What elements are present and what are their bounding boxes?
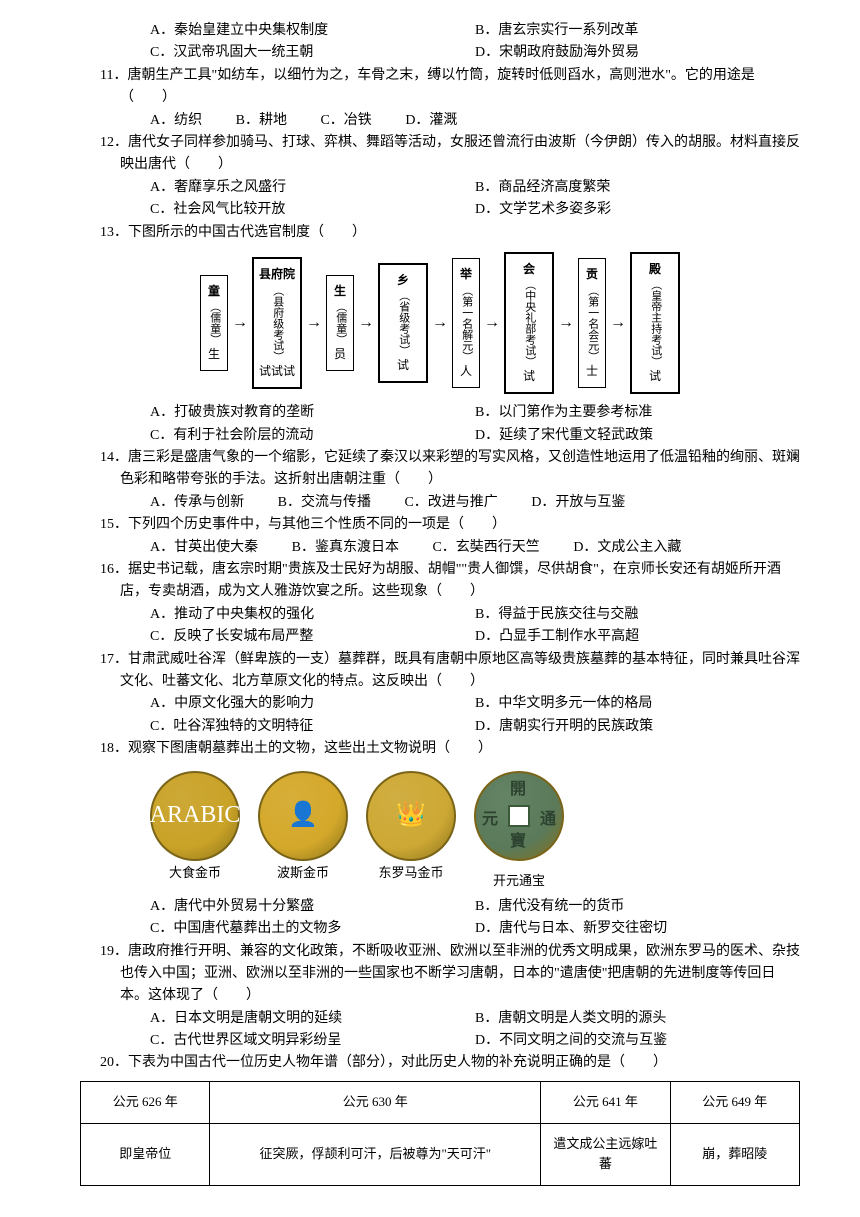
diagram-box-0: 童（儒童）生 (200, 275, 228, 371)
diagram-box-3: 乡（省级考试）试 (378, 263, 428, 383)
q12-d[interactable]: D．文学艺术多姿多彩 (475, 199, 800, 221)
q16-d[interactable]: D．凸显手工制作水平高超 (475, 626, 800, 648)
q20-r1: 征突厥，俘颉利可汗，后被尊为"天可汗" (210, 1123, 541, 1186)
diagram-box-2: 生（儒童）员 (326, 275, 354, 371)
q11-a[interactable]: A．纺织 (150, 110, 202, 132)
opt-pre-a[interactable]: A．秦始皇建立中央集权制度 (150, 20, 475, 42)
q20-h2: 公元 641 年 (541, 1081, 670, 1123)
q16-stem: 16．据史书记载，唐玄宗时期"贵族及士民好为胡服、胡帽""贵人御馔，尽供胡食"，… (100, 559, 800, 604)
q15-stem: 15．下列四个历史事件中，与其他三个性质不同的一项是（ ） (100, 514, 800, 536)
q18-c[interactable]: C．中国唐代墓葬出土的文物多 (150, 918, 475, 940)
q20-h3: 公元 649 年 (670, 1081, 799, 1123)
q11-d[interactable]: D．灌溉 (405, 110, 457, 132)
arrow-icon: → (610, 310, 626, 336)
coin-image-3: 開元通寶 (474, 771, 564, 861)
arrow-icon: → (306, 310, 322, 336)
arrow-icon: → (432, 310, 448, 336)
coin-caption-2: 东罗马金币 (366, 863, 456, 884)
arrow-icon: → (484, 310, 500, 336)
q12-c[interactable]: C．社会风气比较开放 (150, 199, 475, 221)
coin-0: ARABIC大食金币 (150, 771, 240, 892)
q19-a[interactable]: A．日本文明是唐朝文明的延续 (150, 1008, 475, 1030)
q13-a[interactable]: A．打破贵族对教育的垄断 (150, 402, 475, 424)
q14-d[interactable]: D．开放与互鉴 (531, 492, 625, 514)
opt-pre-d[interactable]: D．宋朝政府鼓励海外贸易 (475, 42, 800, 64)
arrow-icon: → (232, 310, 248, 336)
q14-stem: 14．唐三彩是盛唐气象的一个缩影，它延续了秦汉以来彩塑的写实风格，又创造性地运用… (100, 447, 800, 492)
q16-c[interactable]: C．反映了长安城布局严整 (150, 626, 475, 648)
q18-b[interactable]: B．唐代没有统一的货币 (475, 896, 800, 918)
q18-a[interactable]: A．唐代中外贸易十分繁盛 (150, 896, 475, 918)
q13-b[interactable]: B．以门第作为主要参考标准 (475, 402, 800, 424)
opt-pre-c[interactable]: C．汉武帝巩固大一统王朝 (150, 42, 475, 64)
q16-a[interactable]: A．推动了中央集权的强化 (150, 604, 475, 626)
coin-image-1: 👤 (258, 771, 348, 861)
q13-c[interactable]: C．有利于社会阶层的流动 (150, 425, 475, 447)
q17-stem: 17．甘肃武威吐谷浑（鲜卑族的一支）墓葬群，既具有唐朝中原地区高等级贵族墓葬的基… (100, 649, 800, 694)
q15-c[interactable]: C．玄奘西行天竺 (432, 537, 539, 559)
coin-1: 👤波斯金币 (258, 771, 348, 892)
q20-h1: 公元 630 年 (210, 1081, 541, 1123)
q18-d[interactable]: D．唐代与日本、新罗交往密切 (475, 918, 800, 940)
q19-b[interactable]: B．唐朝文明是人类文明的源头 (475, 1008, 800, 1030)
diagram-box-5: 会（中央礼部考试）试 (504, 252, 554, 394)
q16-b[interactable]: B．得益于民族交往与交融 (475, 604, 800, 626)
q11-stem: 11．唐朝生产工具"如纺车，以细竹为之，车骨之末，缚以竹筒，旋转时低则舀水，高则… (100, 65, 800, 110)
diagram-box-7: 殿（皇帝主持考试）试 (630, 252, 680, 394)
diagram-box-6: 贡（第一名会元）士 (578, 258, 606, 387)
diagram-box-4: 举（第一名解元）人 (452, 258, 480, 387)
q14-a[interactable]: A．传承与创新 (150, 492, 244, 514)
q17-c[interactable]: C．吐谷浑独特的文明特征 (150, 716, 475, 738)
q17-a[interactable]: A．中原文化强大的影响力 (150, 693, 475, 715)
coin-caption-1: 波斯金币 (258, 863, 348, 884)
q13-stem: 13．下图所示的中国古代选官制度（ ） (100, 222, 800, 244)
q20-stem: 20．下表为中国古代一位历史人物年谱（部分），对此历史人物的补充说明正确的是（ … (100, 1052, 800, 1074)
q11-c[interactable]: C．冶铁 (320, 110, 371, 132)
q19-d[interactable]: D．不同文明之间的交流与互鉴 (475, 1030, 800, 1052)
arrow-icon: → (358, 310, 374, 336)
q20-r2: 遣文成公主远嫁吐蕃 (541, 1123, 670, 1186)
coin-2: 👑东罗马金币 (366, 771, 456, 892)
coin-images: ARABIC大食金币👤波斯金币👑东罗马金币開元通寶开元通宝 (150, 771, 800, 892)
opt-pre-b[interactable]: B．唐玄宗实行一系列改革 (475, 20, 800, 42)
q15-b[interactable]: B．鉴真东渡日本 (292, 537, 399, 559)
coin-3: 開元通寶开元通宝 (474, 771, 564, 892)
coin-caption-0: 大食金币 (150, 863, 240, 884)
q20-h0: 公元 626 年 (81, 1081, 210, 1123)
q14-b[interactable]: B．交流与传播 (278, 492, 371, 514)
q19-stem: 19．唐政府推行开明、兼容的文化政策，不断吸收亚洲、欧洲以至非洲的优秀文明成果，… (100, 941, 800, 1008)
diagram-box-1: 县府院（县府级考试）试试试 (252, 257, 302, 388)
q14-c[interactable]: C．改进与推广 (404, 492, 497, 514)
arrow-icon: → (558, 310, 574, 336)
q20-r3: 崩，葬昭陵 (670, 1123, 799, 1186)
q20-r0: 即皇帝位 (81, 1123, 210, 1186)
coin-image-0: ARABIC (150, 771, 240, 861)
q12-a[interactable]: A．奢靡享乐之风盛行 (150, 177, 475, 199)
q15-d[interactable]: D．文成公主入藏 (573, 537, 681, 559)
q15-a[interactable]: A．甘英出使大秦 (150, 537, 258, 559)
q12-b[interactable]: B．商品经济高度繁荣 (475, 177, 800, 199)
q12-stem: 12．唐代女子同样参加骑马、打球、弈棋、舞蹈等活动，女服还曾流行由波斯（今伊朗）… (100, 132, 800, 177)
q18-stem: 18．观察下图唐朝墓葬出土的文物，这些出土文物说明（ ） (100, 738, 800, 760)
q20-table: 公元 626 年 公元 630 年 公元 641 年 公元 649 年 即皇帝位… (80, 1081, 800, 1186)
coin-image-2: 👑 (366, 771, 456, 861)
coin-caption-3: 开元通宝 (474, 871, 564, 892)
q11-b[interactable]: B．耕地 (236, 110, 287, 132)
q13-d[interactable]: D．延续了宋代重文轻武政策 (475, 425, 800, 447)
q17-b[interactable]: B．中华文明多元一体的格局 (475, 693, 800, 715)
exam-flow-diagram: 童（儒童）生→县府院（县府级考试）试试试→生（儒童）员→乡（省级考试）试→举（第… (80, 252, 800, 394)
q17-d[interactable]: D．唐朝实行开明的民族政策 (475, 716, 800, 738)
q19-c[interactable]: C．古代世界区域文明异彩纷呈 (150, 1030, 475, 1052)
